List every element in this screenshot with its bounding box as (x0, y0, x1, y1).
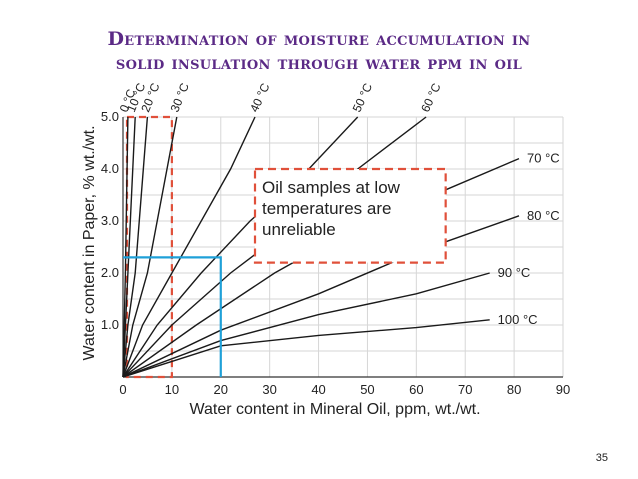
x-tick-label: 60 (409, 382, 423, 397)
series-line (122, 215, 520, 378)
y-axis-title: Water content in Paper, % wt./wt. (81, 125, 98, 360)
series-label: 40 °C (247, 81, 273, 115)
series-label: 60 °C (418, 81, 444, 115)
annotation-text: Oil samples at low (262, 178, 401, 197)
x-tick-label: 0 (119, 382, 126, 397)
y-tick-label: 2.0 (101, 265, 119, 280)
x-tick-label: 70 (458, 382, 472, 397)
example-lookup-line (123, 256, 222, 377)
series-line (122, 272, 490, 378)
y-tick-label: 3.0 (101, 213, 119, 228)
series-label: 50 °C (350, 81, 376, 115)
y-tick-label: 1.0 (101, 317, 119, 332)
x-axis-title: Water content in Mineral Oil, ppm, wt./w… (189, 401, 480, 418)
series-line (122, 116, 129, 378)
x-tick-label: 80 (507, 382, 521, 397)
x-tick-label: 50 (360, 382, 374, 397)
series-line (122, 116, 178, 378)
series-line (122, 116, 256, 378)
page-number: 35 (595, 452, 608, 464)
annotation-text: temperatures are (262, 199, 391, 218)
x-tick-label: 40 (311, 382, 325, 397)
series-label: 80 °C (527, 208, 560, 223)
annotation-text: unreliable (262, 220, 336, 239)
x-tick-label: 30 (262, 382, 276, 397)
series-line (122, 116, 149, 378)
series-line (122, 116, 136, 378)
y-tick-label: 5.0 (101, 109, 119, 124)
series-label: 30 °C (168, 81, 192, 115)
series-label: 70 °C (527, 151, 560, 166)
x-tick-label: 20 (214, 382, 228, 397)
x-tick-label: 90 (556, 382, 570, 397)
series-line (122, 116, 359, 378)
series-label: 100 °C (498, 312, 538, 327)
unreliable-region-box (125, 115, 173, 379)
series-line (122, 319, 490, 378)
y-tick-label: 4.0 (101, 161, 119, 176)
slide-title-line-1: Determination of moisture accumulation i… (107, 28, 531, 50)
slide-title-line-2: solid insulation through water ppm in oi… (115, 52, 523, 74)
annotation-box (253, 167, 447, 264)
x-tick-label: 10 (165, 382, 179, 397)
series-label: 90 °C (498, 265, 531, 280)
